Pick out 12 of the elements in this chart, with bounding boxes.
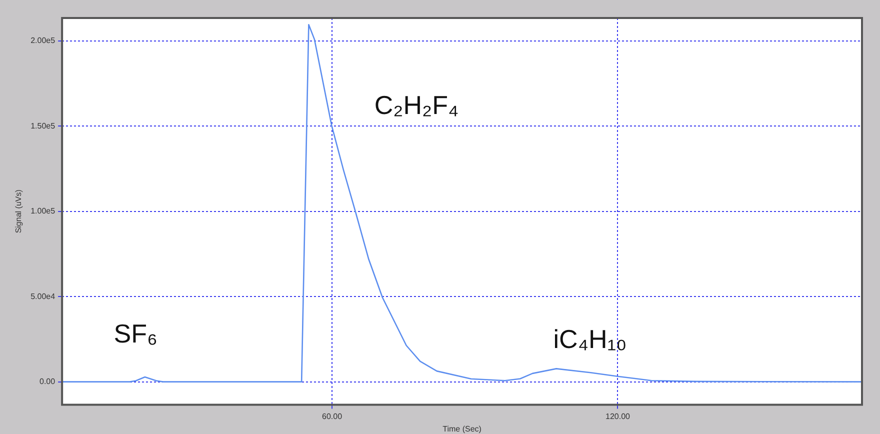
annotation: iC₄H₁₀ [553, 324, 627, 354]
y-axis-title: Signal (uVs) [14, 189, 24, 234]
y-tick-label: 5.00e4 [30, 292, 56, 301]
x-tick-label: 60.00 [322, 412, 343, 421]
y-tick-label: 0.00 [39, 377, 56, 386]
x-axis-title: Time (Sec) [442, 424, 482, 434]
annotation: C₂H₂F₄ [374, 90, 459, 120]
y-tick-label: 1.00e5 [30, 206, 56, 216]
y-tick-label: 1.50e5 [30, 121, 56, 130]
x-tick-label: 120.00 [606, 412, 631, 421]
annotation: SF₆ [114, 318, 158, 348]
y-tick-label: 2.00e5 [30, 36, 56, 46]
